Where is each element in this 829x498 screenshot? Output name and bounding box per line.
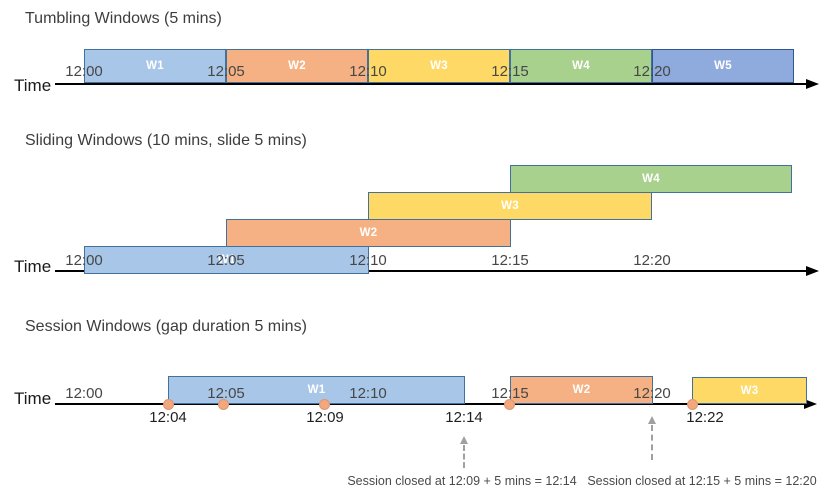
session-window-w2: W2 (510, 376, 653, 404)
sliding-tick-12-10: 12:10 (349, 252, 387, 269)
tumbling-tick-12-10: 12:10 (349, 63, 387, 80)
session-tick-12-15: 12:15 (491, 385, 529, 402)
sliding-window-w1: W1 (84, 246, 369, 274)
session-time-axis (55, 403, 806, 405)
tumbling-window-w1: W1 (84, 49, 226, 83)
event-dot-12-04 (162, 399, 174, 410)
sliding-title: Sliding Windows (10 mins, slide 5 mins) (25, 132, 307, 149)
tumbling-window-w4: W4 (510, 49, 652, 83)
tumbling-tick-12-15: 12:15 (491, 63, 529, 80)
sliding-window-w4: W4 (510, 165, 792, 193)
sliding-time-axis-label: Time (14, 257, 52, 276)
session-axis-arrowhead-icon (804, 398, 817, 409)
sliding-tick-12-05: 12:05 (207, 252, 245, 269)
tumbling-window-w5: W5 (652, 49, 794, 83)
tumbling-time-axis (55, 83, 808, 85)
tumbling-axis-arrowhead-icon (806, 78, 819, 89)
tumbling-title: Tumbling Windows (5 mins) (25, 10, 222, 27)
tumbling-window-w3: W3 (368, 49, 510, 83)
event-dot-12-15 (503, 399, 515, 410)
tumbling-tick-12-05: 12:05 (207, 63, 245, 80)
event-time-label-12-04: 12:04 (149, 409, 187, 426)
session-tick-12-00: 12:00 (65, 385, 103, 402)
sliding-tick-12-00: 12:00 (65, 252, 103, 269)
session-close-annotation-2: Session closed at 12:15 + 5 mins = 12:20 (587, 474, 817, 488)
session-close-arrow-line (651, 425, 653, 460)
tumbling-window-w2: W2 (226, 49, 368, 83)
tumbling-time-axis-label: Time (14, 76, 52, 95)
sliding-time-axis (55, 270, 808, 272)
tumbling-tick-12-00: 12:00 (65, 63, 103, 80)
sliding-tick-12-20: 12:20 (633, 252, 671, 269)
sliding-window-w3: W3 (368, 192, 652, 220)
event-dot-12-22 (686, 399, 698, 410)
sliding-window-w2: W2 (226, 219, 511, 247)
session-close-annotation-1: Session closed at 12:09 + 5 mins = 12:14 (347, 474, 577, 488)
session-close-arrow-line (463, 445, 465, 468)
session-window-w3: W3 (692, 377, 807, 404)
session-tick-12-05: 12:05 (207, 385, 245, 402)
session-tick-12-10: 12:10 (349, 385, 387, 402)
tumbling-tick-12-20: 12:20 (633, 63, 671, 80)
sliding-tick-12-15: 12:15 (491, 252, 529, 269)
event-dot-12-05 (217, 399, 229, 410)
event-time-label-12-09: 12:09 (306, 409, 344, 426)
session-window-w1: W1 (168, 376, 465, 404)
event-dot-12-09 (318, 399, 330, 410)
session-tick-12-20: 12:20 (633, 385, 671, 402)
event-time-label-12-22: 12:22 (686, 409, 724, 426)
session-close-arrow-icon (460, 436, 468, 444)
session-time-axis-label: Time (14, 389, 52, 408)
session-close-arrow-icon (648, 416, 656, 424)
session-title: Session Windows (gap duration 5 mins) (25, 318, 307, 335)
event-time-label-12-14: 12:14 (445, 409, 483, 426)
sliding-axis-arrowhead-icon (806, 265, 819, 276)
